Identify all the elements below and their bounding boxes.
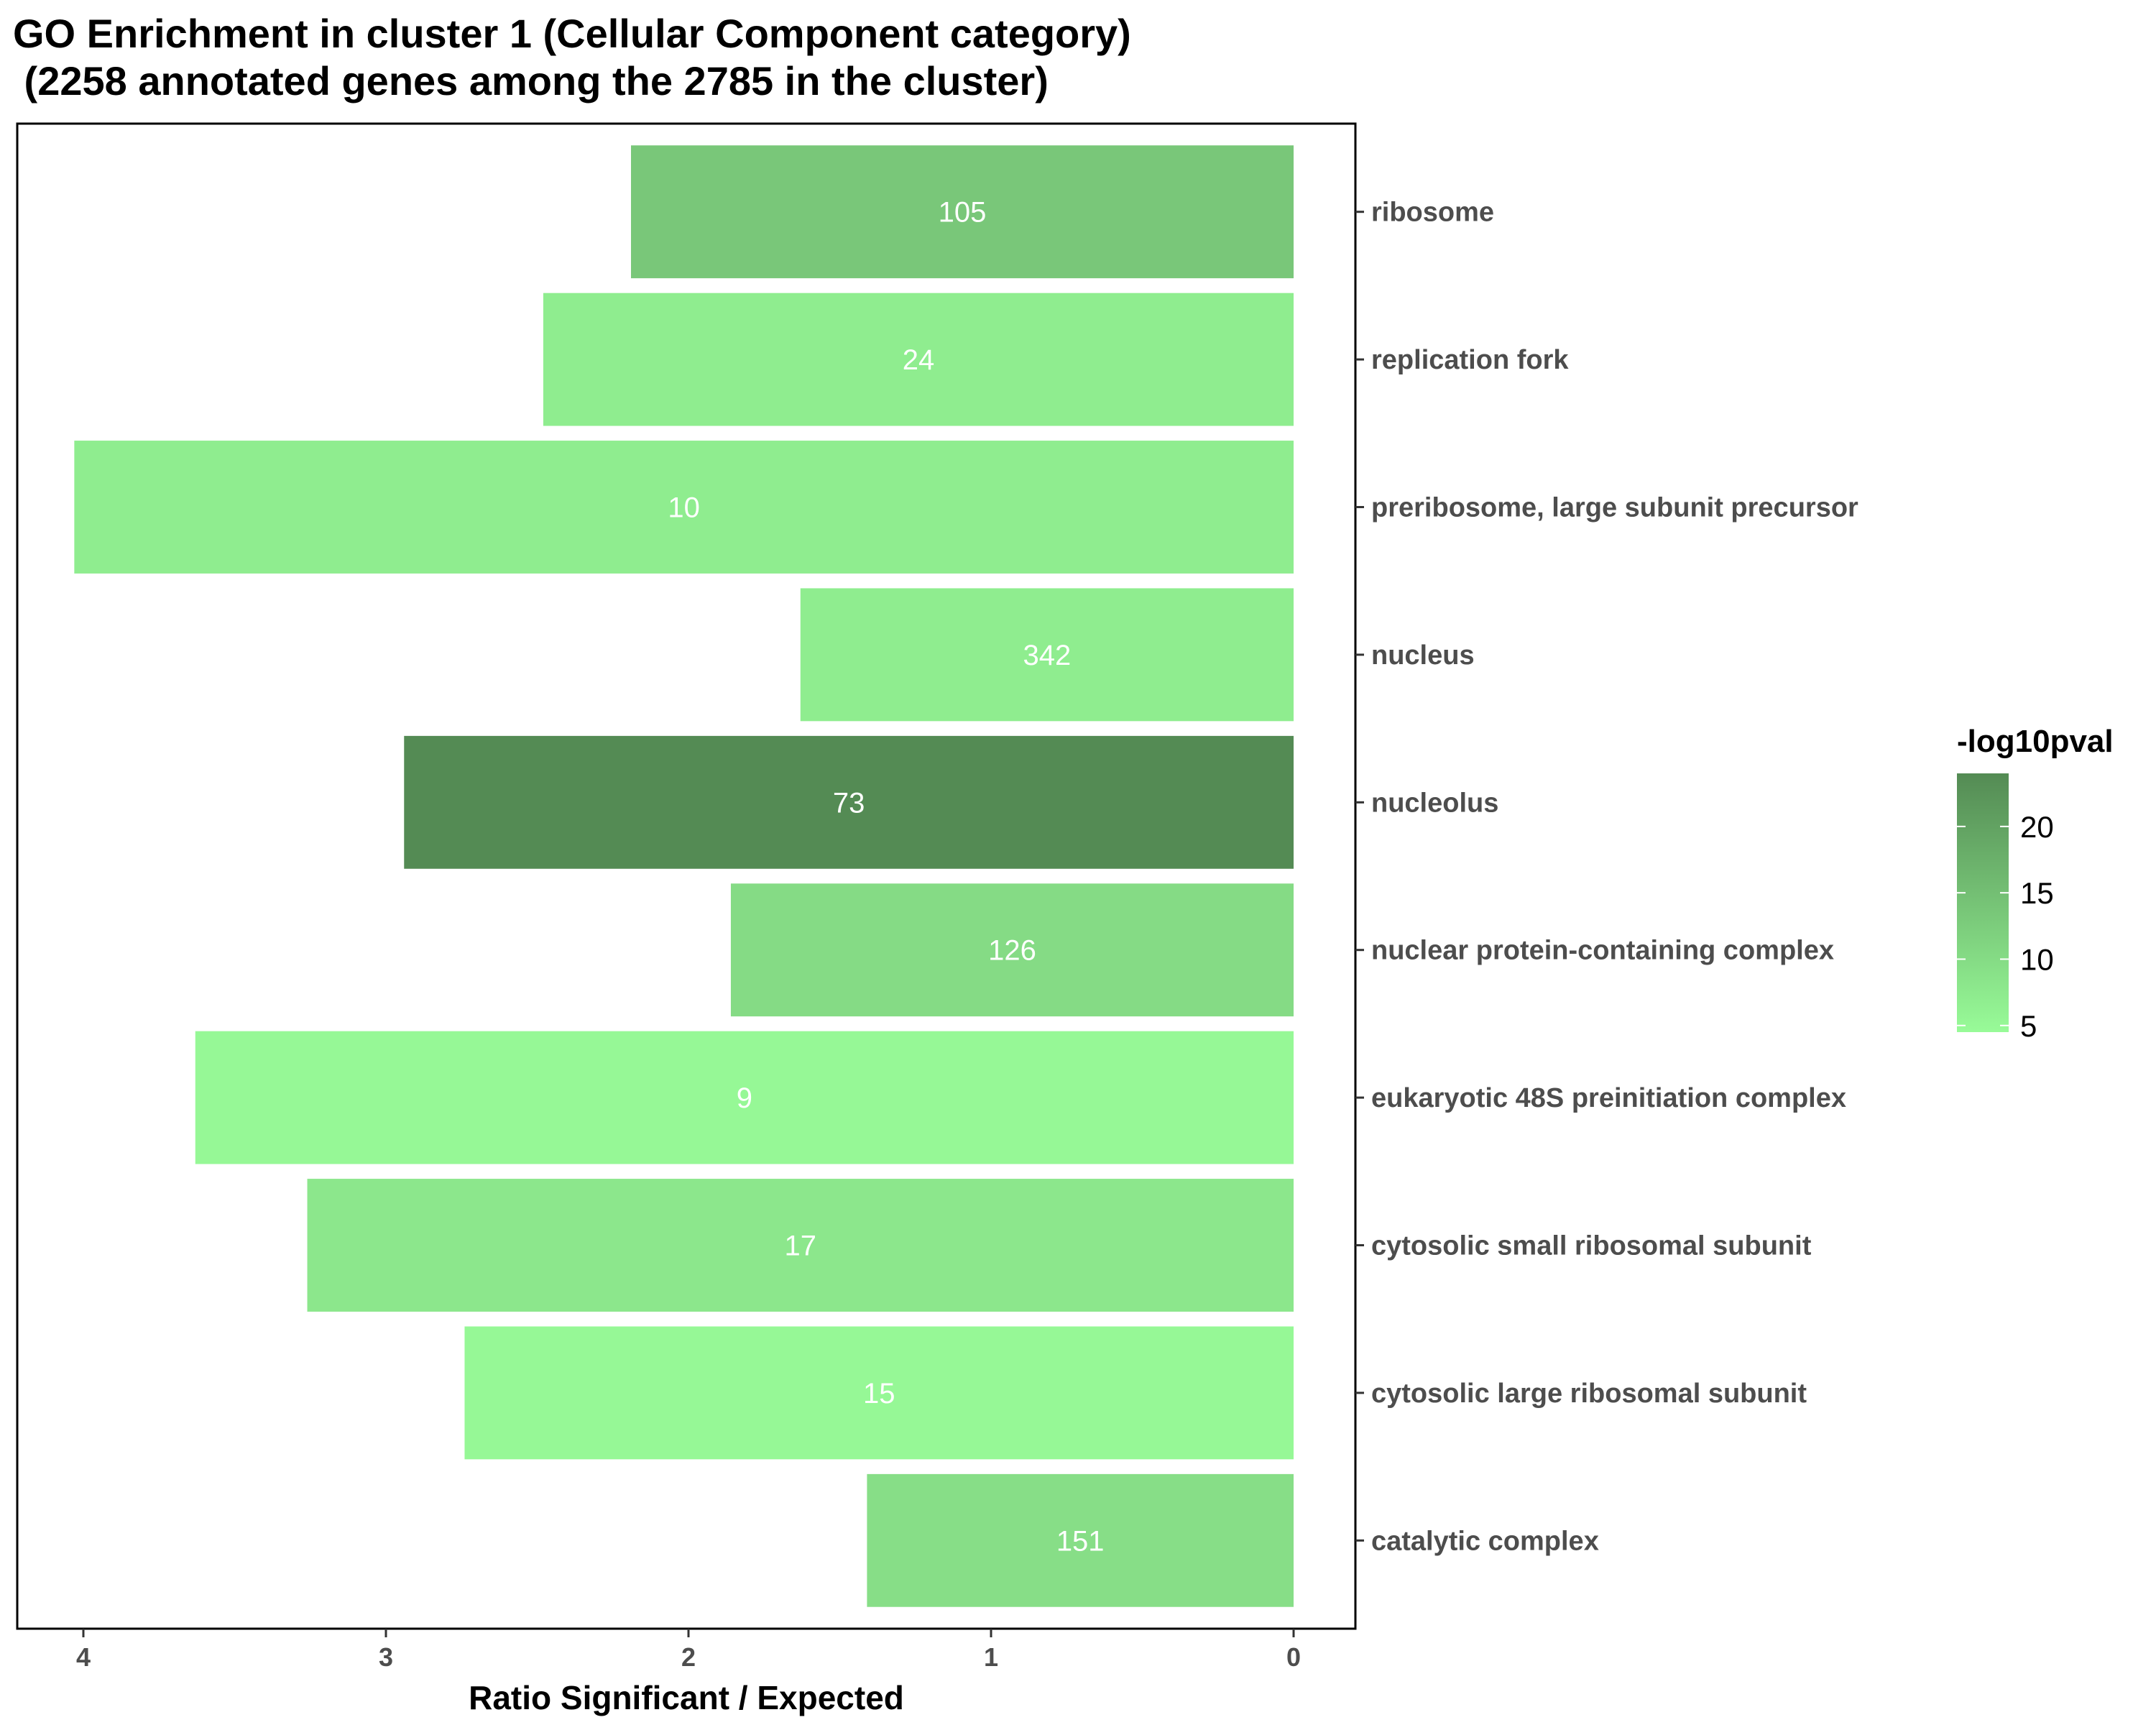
bar-3 (800, 588, 1294, 722)
chart-title-line1: GO Enrichment in cluster 1 (Cellular Com… (13, 11, 1131, 56)
chart-title-line2: (2258 annotated genes among the 2785 in … (13, 58, 1049, 104)
bars-group: 105 24 10 342 73 126 9 17 15 151 (74, 145, 1294, 1607)
bar-0 (631, 145, 1294, 279)
bar-2 (74, 441, 1294, 574)
x-axis-title: Ratio Significant / Expected (469, 1679, 904, 1716)
category-axis: ribosome replication fork preribosome, lar… (1354, 124, 1858, 1629)
legend-tick-label-1: 10 (2020, 942, 2054, 976)
x-tick-label-0: 4 (76, 1642, 91, 1672)
bar-count-label-8: 15 (863, 1378, 895, 1409)
bar-count-label-7: 17 (785, 1230, 817, 1262)
category-label-2: preribosome, large subunit precursor (1371, 493, 1858, 523)
x-axis: 4 3 2 1 0 (17, 1627, 1355, 1672)
legend-title: -log10pval (1957, 724, 2114, 759)
legend-ticks: 5 10 15 20 (1957, 810, 2054, 1043)
x-tick-label-2: 2 (681, 1642, 696, 1672)
legend-tick-label-2: 15 (2020, 876, 2054, 910)
bar-1 (543, 293, 1294, 426)
bar-count-label-9: 151 (1056, 1525, 1105, 1557)
category-label-8: cytosolic large ribosomal subunit (1371, 1379, 1807, 1409)
x-tick-label-3: 1 (984, 1642, 998, 1672)
x-tick-label-1: 3 (379, 1642, 393, 1672)
bar-9 (867, 1473, 1294, 1607)
bar-7 (307, 1179, 1294, 1312)
legend-colorbar (1957, 773, 2009, 1032)
bar-count-label-6: 9 (737, 1082, 752, 1114)
color-legend: -log10pval 5 10 15 20 (1957, 724, 2114, 1043)
category-label-4: nucleolus (1371, 788, 1498, 818)
bar-4 (404, 735, 1294, 869)
category-label-0: ribosome (1371, 198, 1494, 228)
bar-8 (464, 1326, 1294, 1460)
x-tick-label-4: 0 (1286, 1642, 1301, 1672)
bar-count-label-2: 10 (668, 492, 700, 524)
legend-tick-label-3: 20 (2020, 810, 2054, 844)
bar-count-label-4: 73 (833, 787, 865, 819)
bar-6 (195, 1031, 1294, 1164)
bar-count-label-5: 126 (988, 935, 1036, 967)
bar-5 (730, 883, 1294, 1017)
category-label-3: nucleus (1371, 640, 1475, 671)
bar-count-label-3: 342 (1023, 640, 1072, 671)
legend-tick-label-0: 5 (2020, 1009, 2037, 1043)
category-label-9: catalytic complex (1371, 1526, 1599, 1556)
bar-count-label-1: 24 (903, 344, 935, 376)
category-label-6: eukaryotic 48S preinitiation complex (1371, 1083, 1846, 1113)
category-label-7: cytosolic small ribosomal subunit (1371, 1231, 1812, 1261)
bar-count-label-0: 105 (939, 197, 987, 229)
category-label-1: replication fork (1371, 345, 1569, 375)
category-label-5: nuclear protein-containing complex (1371, 936, 1834, 966)
